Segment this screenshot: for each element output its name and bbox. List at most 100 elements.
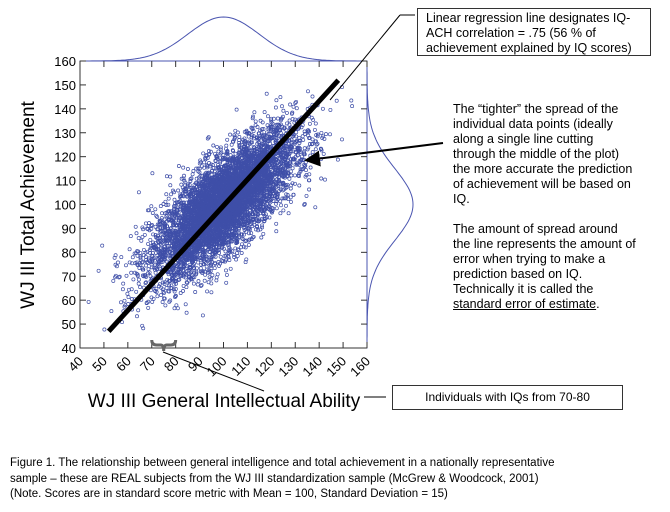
data-point: [215, 144, 219, 149]
data-point: [214, 278, 219, 283]
data-point: [153, 207, 158, 212]
data-point: [310, 94, 315, 99]
data-point: [308, 165, 313, 170]
data-point: [172, 282, 177, 287]
data-point: [96, 268, 101, 273]
data-point: [181, 165, 186, 170]
data-point: [165, 213, 170, 218]
data-point: [141, 326, 146, 331]
data-point: [315, 132, 320, 137]
data-point: [198, 266, 203, 271]
data-point: [288, 102, 293, 107]
data-point: [152, 267, 157, 272]
top-density-curve: [80, 16, 367, 62]
data-point: [294, 106, 299, 111]
data-point: [212, 266, 217, 271]
data-point: [240, 242, 244, 247]
data-point: [140, 234, 145, 239]
data-point: [176, 188, 181, 193]
data-point: [218, 160, 223, 165]
data-point: [224, 280, 229, 285]
data-point: [179, 176, 184, 181]
data-point: [252, 150, 256, 155]
data-point: [262, 219, 266, 224]
data-point: [193, 290, 198, 294]
data-point: [300, 134, 305, 139]
data-point: [156, 250, 161, 254]
data-point: [275, 197, 280, 202]
data-point: [321, 151, 326, 156]
data-point: [198, 283, 203, 288]
data-point: [150, 223, 154, 227]
data-point: [199, 283, 204, 288]
data-point: [153, 224, 158, 229]
data-point: [196, 260, 201, 265]
data-point: [274, 201, 278, 206]
data-point: [176, 164, 181, 168]
data-point: [306, 133, 311, 138]
data-point: [141, 247, 146, 252]
data-point: [135, 314, 139, 319]
data-point: [202, 160, 207, 165]
data-point: [146, 241, 151, 246]
data-point: [281, 108, 286, 113]
data-point: [119, 255, 124, 260]
data-point: [290, 149, 295, 154]
data-point: [283, 166, 288, 171]
data-point: [271, 116, 276, 121]
data-point: [150, 211, 155, 215]
data-point: [209, 259, 214, 264]
data-point: [140, 273, 145, 278]
data-point: [147, 248, 152, 252]
data-point: [143, 221, 148, 226]
data-point: [307, 121, 312, 126]
data-point: [168, 174, 173, 179]
data-point: [121, 281, 126, 286]
data-point: [203, 272, 208, 277]
data-point: [284, 110, 289, 115]
data-point: [302, 202, 307, 206]
data-point: [224, 272, 229, 277]
data-point: [288, 164, 293, 169]
data-point: [293, 181, 297, 186]
data-point: [131, 277, 136, 282]
data-point: [185, 167, 190, 171]
data-point: [289, 169, 293, 174]
data-point: [279, 203, 283, 208]
right-marginal-density: [366, 61, 414, 348]
data-point: [134, 231, 139, 236]
data-point: [146, 256, 151, 261]
data-point: [292, 173, 297, 178]
data-point: [313, 205, 318, 210]
data-point: [274, 206, 279, 211]
data-point: [284, 203, 288, 208]
data-point: [251, 129, 256, 134]
data-point: [302, 146, 307, 151]
data-point: [230, 148, 235, 153]
data-point: [236, 248, 241, 253]
data-point: [190, 172, 195, 177]
data-point: [205, 289, 210, 294]
data-point: [210, 273, 215, 278]
data-point: [250, 224, 255, 229]
data-point: [262, 110, 267, 115]
data-point: [224, 253, 229, 258]
data-point: [150, 299, 155, 304]
data-point: [126, 295, 131, 300]
data-point: [163, 237, 168, 242]
data-point: [216, 163, 220, 167]
data-point: [156, 247, 161, 252]
data-point: [323, 177, 327, 182]
data-point: [158, 241, 163, 246]
data-point: [163, 199, 168, 204]
data-point: [243, 260, 248, 265]
data-point: [129, 270, 134, 275]
data-point: [233, 151, 238, 156]
data-point: [224, 143, 229, 148]
data-point: [162, 280, 167, 285]
data-point: [289, 199, 293, 204]
data-point: [185, 280, 190, 285]
data-point: [160, 211, 164, 216]
data-point: [258, 118, 263, 123]
